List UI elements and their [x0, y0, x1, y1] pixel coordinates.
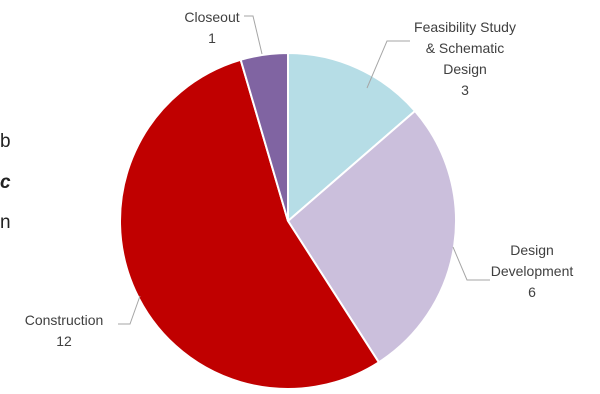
text-fragment-3: n: [0, 212, 11, 233]
slice-category-label-2: Development: [491, 263, 574, 279]
text-fragment-2: c: [0, 172, 11, 193]
leader-line-3: [118, 295, 141, 325]
slice-value-label-1: 3: [461, 82, 469, 98]
slice-value-label-2: 6: [528, 284, 536, 300]
slice-value-label-4: 1: [208, 30, 216, 46]
pie-slice-4: [239, 51, 289, 222]
slice-category-label-4: Closeout: [184, 9, 239, 25]
pie-slice-3: [119, 58, 381, 390]
slice-category-label-1: Design: [443, 61, 487, 77]
pie-slice-1: [287, 51, 417, 224]
pie-slice-2: [286, 109, 457, 364]
slice-category-label-1: & Schematic: [426, 40, 505, 56]
slice-category-label-3: Construction: [25, 312, 104, 328]
slice-value-label-3: 12: [56, 333, 72, 349]
leader-line-1: [366, 40, 410, 89]
pie-slices: [119, 51, 457, 390]
leader-lines: [118, 15, 490, 325]
leader-line-4: [244, 15, 263, 55]
leader-line-2: [452, 246, 490, 281]
slice-category-label-1: Feasibility Study: [414, 19, 516, 35]
slice-labels: Feasibility Study & Schematic Design 3 Desig…: [25, 9, 574, 349]
text-fragment-1: b: [0, 131, 11, 152]
slice-category-label-2: Design: [510, 242, 554, 258]
